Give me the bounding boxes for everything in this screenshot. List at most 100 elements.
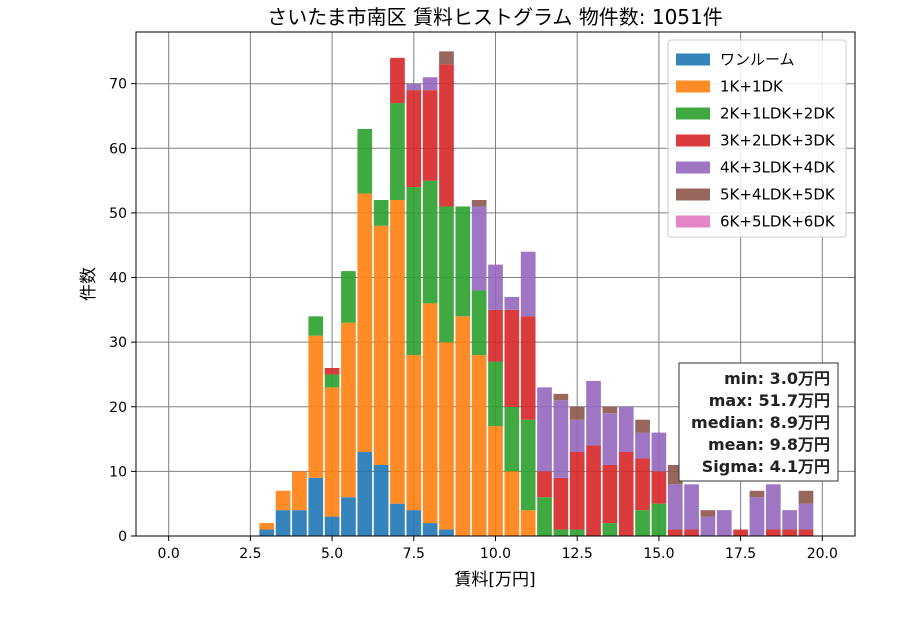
stats-frame <box>678 362 839 482</box>
bar-s1-bin3 <box>308 335 324 478</box>
bar-s4-bin16 <box>520 251 536 317</box>
y-axis-label: 件数 <box>79 267 99 301</box>
bar-s5-bin11 <box>439 51 454 65</box>
x-tick-label-6: 15.0 <box>643 546 674 562</box>
chart-title: さいたま市南区 賃料ヒストグラム 物件数: 1051件 <box>267 5 723 29</box>
bar-s3-bin15 <box>504 309 520 407</box>
legend-swatch-0 <box>676 53 710 66</box>
bar-s0-bin11 <box>439 529 454 536</box>
y-tick-label-2: 20 <box>109 400 127 416</box>
y-tick-label-0: 0 <box>118 529 127 545</box>
bar-s3-bin32 <box>782 529 797 536</box>
bar-s1-bin14 <box>488 426 503 536</box>
bar-s0-bin8 <box>390 503 405 536</box>
bar-s2-bin7 <box>373 200 389 226</box>
legend-swatch-5 <box>676 188 710 201</box>
y-tick-label-7: 70 <box>109 77 127 93</box>
bar-s1-bin4 <box>324 387 340 517</box>
bar-s4-bin19 <box>569 419 585 452</box>
legend-label-3: 3K+2LDK+3DK <box>720 132 836 150</box>
bar-s4-bin30 <box>749 497 765 536</box>
bar-s4-bin14 <box>488 264 503 310</box>
bar-s0-bin4 <box>324 516 340 536</box>
bar-s3-bin18 <box>553 477 569 530</box>
bar-s2-bin12 <box>455 206 471 317</box>
bar-s5-bin19 <box>569 406 585 420</box>
bar-s3-bin24 <box>651 471 667 504</box>
bar-s5-bin21 <box>602 406 618 414</box>
legend-label-0: ワンルーム <box>720 51 795 69</box>
bar-s1-bin9 <box>406 355 422 511</box>
bar-s1-bin8 <box>390 200 405 504</box>
bar-s4-bin22 <box>618 406 634 452</box>
bar-s2-bin23 <box>635 510 650 536</box>
bar-s4-bin28 <box>716 510 732 536</box>
bar-s4-bin27 <box>700 516 716 536</box>
x-tick-label-2: 5.0 <box>321 546 343 562</box>
bar-s1-bin16 <box>520 510 536 536</box>
bar-s2-bin11 <box>439 206 454 343</box>
bar-s4-bin13 <box>471 206 487 291</box>
bar-s3-bin31 <box>765 529 781 536</box>
bar-s4-bin9 <box>406 83 422 91</box>
bar-s2-bin17 <box>537 497 552 536</box>
bar-s1-bin15 <box>504 471 520 536</box>
bar-s5-bin30 <box>749 490 765 498</box>
bar-s1-bin1 <box>275 490 291 511</box>
bar-s3-bin22 <box>618 452 634 536</box>
bar-s3-bin23 <box>635 458 650 511</box>
bar-s1-bin10 <box>422 303 438 524</box>
bar-s4-bin32 <box>782 510 797 530</box>
bar-s0-bin9 <box>406 510 422 536</box>
bar-s5-bin13 <box>471 200 487 207</box>
bar-s1-bin12 <box>455 316 471 536</box>
x-tick-label-7: 17.5 <box>725 546 756 562</box>
bar-s3-bin8 <box>390 57 405 104</box>
bar-s4-bin23 <box>635 432 650 459</box>
bar-s1-bin11 <box>439 342 454 530</box>
bar-s3-bin10 <box>422 90 438 181</box>
legend-swatch-3 <box>676 134 710 147</box>
bar-s2-bin21 <box>602 523 618 536</box>
x-axis-ticks: 0.0 2.5 5.0 7.5 10.0 12.5 15.0 17.5 20.0 <box>158 536 838 562</box>
x-tick-label-8: 20.0 <box>807 546 838 562</box>
bar-s0-bin7 <box>373 464 389 536</box>
bar-s3-bin29 <box>733 529 748 536</box>
bar-s4-bin26 <box>684 484 699 530</box>
bar-s4-bin24 <box>651 432 667 472</box>
bar-s2-bin13 <box>471 290 487 356</box>
legend: ワンルーム 1K+1DK 2K+1LDK+2DK 3K+2LDK+3DK 4K+3LDK… <box>667 39 847 238</box>
bar-s1-bin6 <box>357 193 373 453</box>
bar-s3-bin26 <box>684 529 699 536</box>
bar-s1-bin13 <box>471 355 487 536</box>
bar-s3-bin17 <box>537 471 552 498</box>
stats-box: min: 3.0万円 max: 51.7万円 median: 8.9万円 mean: … <box>678 362 839 482</box>
bar-s2-bin6 <box>357 128 373 194</box>
bar-s2-bin3 <box>308 316 324 336</box>
bar-s3-bin4 <box>324 368 340 375</box>
y-tick-label-4: 40 <box>109 271 127 287</box>
bar-s3-bin21 <box>602 464 618 524</box>
bar-s4-bin21 <box>602 413 618 465</box>
x-tick-label-3: 7.5 <box>403 546 425 562</box>
bar-s1-bin7 <box>373 225 389 465</box>
bar-s3-bin9 <box>406 90 422 188</box>
bar-s0-bin2 <box>292 510 307 536</box>
bar-s3-bin14 <box>488 309 503 362</box>
legend-label-4: 4K+3LDK+4DK <box>720 159 836 177</box>
bar-s4-bin31 <box>765 484 781 530</box>
x-tick-label-0: 0.0 <box>158 546 180 562</box>
stats-line-1: max: 51.7万円 <box>709 391 830 410</box>
bar-s0-bin1 <box>275 510 291 536</box>
y-tick-label-3: 30 <box>109 335 127 351</box>
bar-s5-bin18 <box>553 393 569 401</box>
x-tick-label-1: 2.5 <box>239 546 261 562</box>
bar-s3-bin25 <box>667 529 683 536</box>
legend-swatch-6 <box>676 215 710 228</box>
bar-s2-bin9 <box>406 187 422 356</box>
bar-s5-bin23 <box>635 419 650 433</box>
stats-line-4: Sigma: 4.1万円 <box>702 457 830 476</box>
bar-s4-bin15 <box>504 296 520 310</box>
bar-s2-bin15 <box>504 406 520 472</box>
legend-swatch-4 <box>676 161 710 174</box>
